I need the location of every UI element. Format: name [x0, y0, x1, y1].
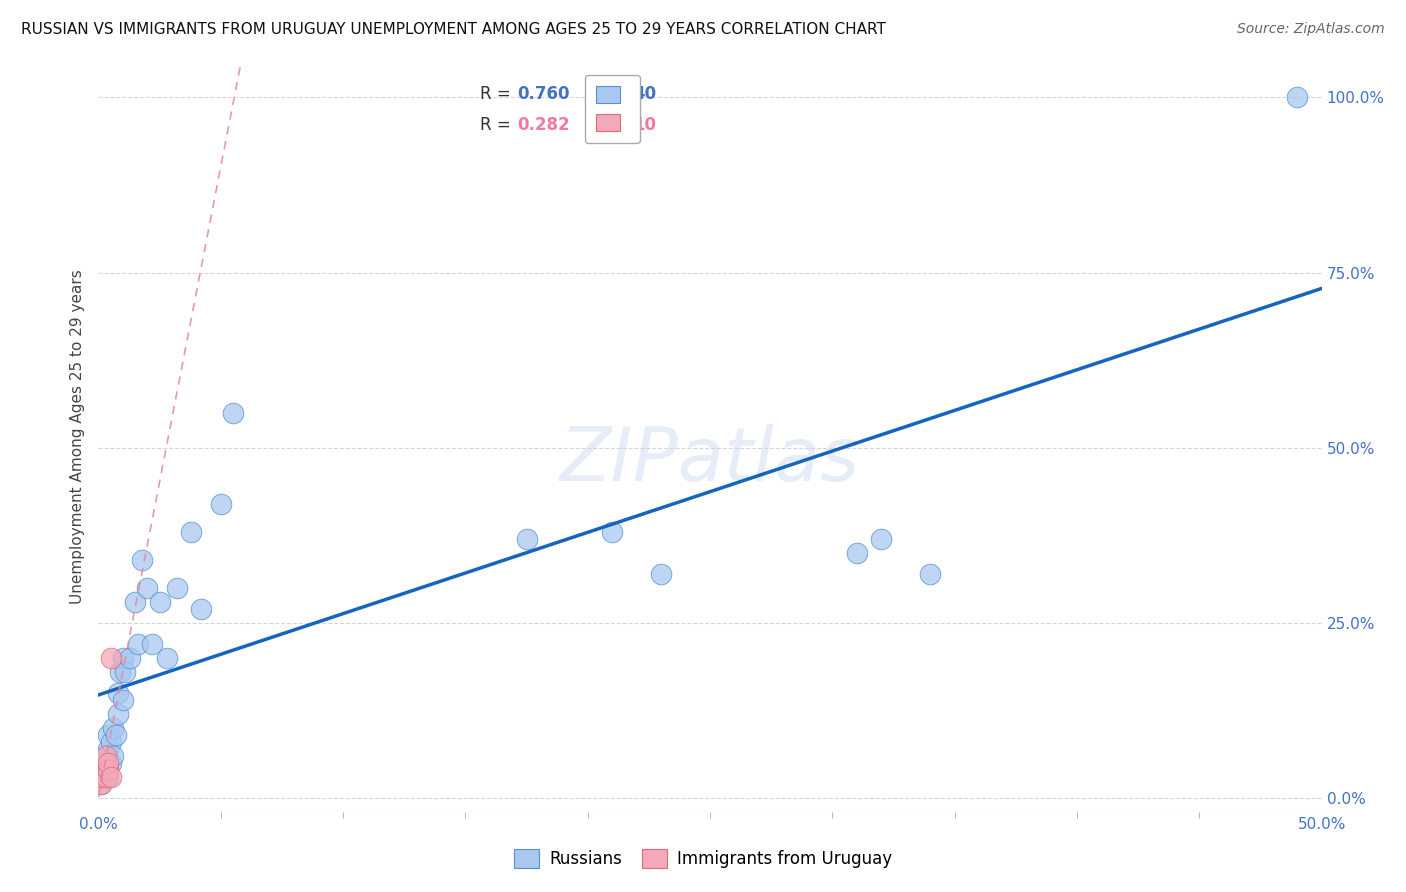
Point — [127, 637, 149, 651]
Point — [124, 594, 146, 608]
Point — [100, 650, 122, 665]
Point — [97, 763, 120, 777]
Point — [114, 665, 136, 679]
Point — [94, 748, 117, 763]
Point — [100, 770, 122, 784]
Point — [101, 748, 124, 763]
Point — [120, 650, 142, 665]
Point — [141, 637, 163, 651]
Point — [97, 756, 120, 770]
Point — [94, 763, 117, 777]
Point — [110, 665, 132, 679]
Point — [91, 756, 114, 770]
Text: 10: 10 — [633, 116, 657, 134]
Text: N =: N = — [598, 116, 634, 134]
Text: R =: R = — [479, 116, 516, 134]
Point — [100, 734, 122, 748]
Legend: , : , — [585, 75, 640, 144]
Point — [97, 741, 120, 756]
Point — [845, 546, 868, 560]
Point — [97, 770, 120, 784]
Text: R =: R = — [479, 85, 516, 103]
Point — [107, 706, 129, 721]
Point — [920, 566, 942, 581]
Text: RUSSIAN VS IMMIGRANTS FROM URUGUAY UNEMPLOYMENT AMONG AGES 25 TO 29 YEARS CORREL: RUSSIAN VS IMMIGRANTS FROM URUGUAY UNEMP… — [21, 22, 886, 37]
Point — [515, 532, 537, 546]
Point — [111, 692, 134, 706]
Point — [90, 770, 112, 784]
Point — [180, 524, 202, 539]
Point — [149, 594, 172, 608]
Point — [166, 581, 188, 595]
Point — [1286, 90, 1309, 104]
Y-axis label: Unemployment Among Ages 25 to 29 years: Unemployment Among Ages 25 to 29 years — [70, 269, 86, 605]
Text: 0.760: 0.760 — [517, 85, 569, 103]
Point — [100, 756, 122, 770]
Text: Source: ZipAtlas.com: Source: ZipAtlas.com — [1237, 22, 1385, 37]
Text: N =: N = — [598, 85, 634, 103]
Point — [156, 650, 179, 665]
Text: 0.282: 0.282 — [517, 116, 569, 134]
Legend: Russians, Immigrants from Uruguay: Russians, Immigrants from Uruguay — [508, 843, 898, 875]
Point — [136, 581, 159, 595]
Point — [111, 650, 134, 665]
Point — [650, 566, 672, 581]
Point — [90, 777, 112, 791]
Point — [222, 406, 245, 420]
Point — [870, 532, 893, 546]
Point — [131, 552, 153, 566]
Point — [190, 601, 212, 615]
Point — [90, 770, 112, 784]
Text: 40: 40 — [633, 85, 657, 103]
Point — [91, 770, 114, 784]
Point — [107, 686, 129, 700]
Point — [209, 497, 232, 511]
Point — [104, 728, 127, 742]
Point — [94, 748, 117, 763]
Point — [101, 721, 124, 735]
Point — [97, 728, 120, 742]
Point — [94, 770, 117, 784]
Point — [600, 524, 623, 539]
Point — [91, 756, 114, 770]
Point — [90, 777, 112, 791]
Text: ZIPatlas: ZIPatlas — [560, 424, 860, 496]
Point — [91, 763, 114, 777]
